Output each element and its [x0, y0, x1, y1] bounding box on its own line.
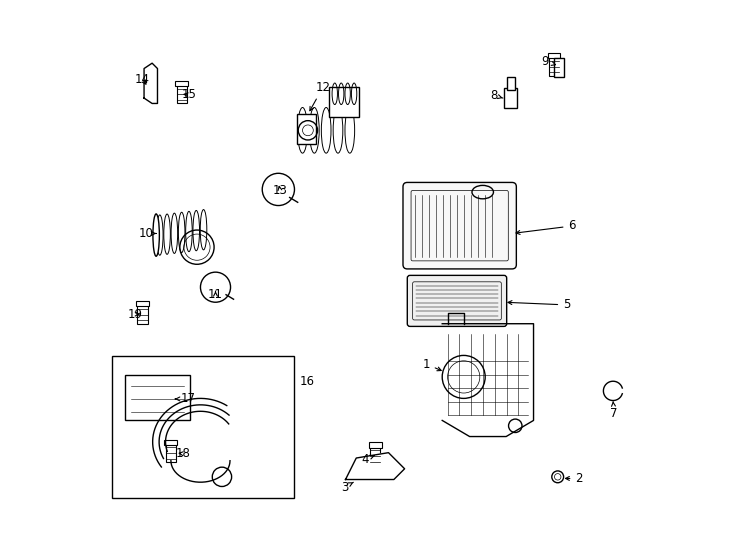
- Bar: [297, 114, 316, 144]
- Text: 16: 16: [299, 375, 314, 388]
- Polygon shape: [346, 453, 404, 480]
- Bar: [368, 442, 382, 448]
- Text: 15: 15: [181, 89, 196, 102]
- Text: 13: 13: [272, 184, 288, 197]
- Text: 14: 14: [135, 73, 150, 86]
- Bar: [136, 301, 149, 306]
- Text: 19: 19: [128, 308, 142, 321]
- Text: 7: 7: [611, 402, 618, 421]
- Bar: [549, 56, 559, 76]
- Bar: [554, 58, 564, 77]
- Text: 4: 4: [361, 453, 374, 465]
- Text: 1: 1: [422, 357, 441, 371]
- Text: 11: 11: [208, 288, 223, 301]
- Bar: [370, 446, 380, 465]
- Bar: [175, 81, 188, 86]
- Bar: [506, 77, 515, 90]
- Text: 18: 18: [176, 447, 191, 460]
- Bar: [137, 305, 148, 323]
- Polygon shape: [144, 63, 158, 104]
- Bar: [126, 375, 189, 421]
- Bar: [166, 443, 176, 462]
- Bar: [330, 87, 359, 117]
- Bar: [112, 356, 294, 498]
- FancyBboxPatch shape: [403, 183, 516, 269]
- Text: 3: 3: [341, 481, 353, 494]
- Text: 10: 10: [138, 227, 156, 240]
- Text: 8: 8: [490, 89, 503, 102]
- Text: 9: 9: [542, 55, 556, 68]
- Text: 6: 6: [516, 219, 576, 234]
- Bar: [504, 89, 517, 108]
- Bar: [548, 53, 560, 58]
- Text: 12: 12: [310, 81, 330, 111]
- Text: 5: 5: [508, 299, 570, 312]
- Bar: [176, 84, 187, 104]
- Ellipse shape: [153, 214, 159, 256]
- Bar: [164, 440, 178, 445]
- Text: 2: 2: [565, 472, 583, 485]
- FancyBboxPatch shape: [407, 275, 506, 326]
- Text: 17: 17: [175, 393, 196, 406]
